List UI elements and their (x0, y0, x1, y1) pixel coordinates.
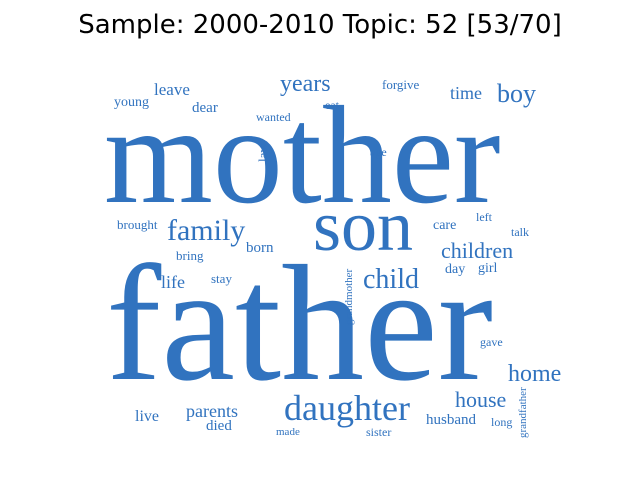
word-long: long (491, 415, 513, 429)
word-wanted: wanted (256, 110, 291, 124)
word-talk: talk (511, 225, 529, 239)
word-home: home (508, 361, 562, 387)
word-boy: boy (497, 79, 536, 108)
word-girl: girl (478, 261, 498, 276)
word-years: years (280, 71, 331, 97)
word-child: child (363, 264, 419, 295)
word-gave: gave (480, 335, 503, 349)
word-bring: bring (176, 248, 204, 263)
word-brought: brought (117, 217, 158, 232)
word-dear: dear (192, 100, 218, 116)
word-made: made (276, 426, 300, 438)
word-grandfather: grandfather (517, 387, 529, 438)
word-law: law (255, 143, 270, 162)
word-forgive: forgive (382, 77, 420, 92)
word-eat: eat (325, 98, 339, 112)
word-son: son (313, 186, 414, 266)
word-children: children (441, 238, 514, 263)
word-stay: stay (211, 271, 232, 286)
word-parents: parents (186, 401, 238, 421)
word-mother: mother (104, 78, 501, 233)
word-husband: husband (426, 412, 476, 428)
figure-title: Sample: 2000-2010 Topic: 52 [53/70] (78, 10, 562, 40)
word-daughter: daughter (284, 388, 410, 428)
word-young: young (114, 95, 149, 110)
word-born: born (246, 240, 274, 256)
word-care: care (433, 218, 457, 233)
word-leave: leave (154, 80, 190, 99)
word-left: left (476, 210, 492, 224)
word-family: family (167, 214, 246, 247)
word-house: house (455, 387, 507, 412)
word-sister: sister (366, 425, 392, 439)
word-age: age (370, 145, 387, 159)
word-died: died (206, 418, 232, 434)
word-day: day (445, 262, 466, 277)
word-father: father (106, 231, 494, 415)
word-life: life (161, 272, 185, 292)
word-time: time (450, 83, 482, 103)
word-live: live (135, 408, 159, 425)
word-grandmother: grandmother (343, 268, 355, 325)
